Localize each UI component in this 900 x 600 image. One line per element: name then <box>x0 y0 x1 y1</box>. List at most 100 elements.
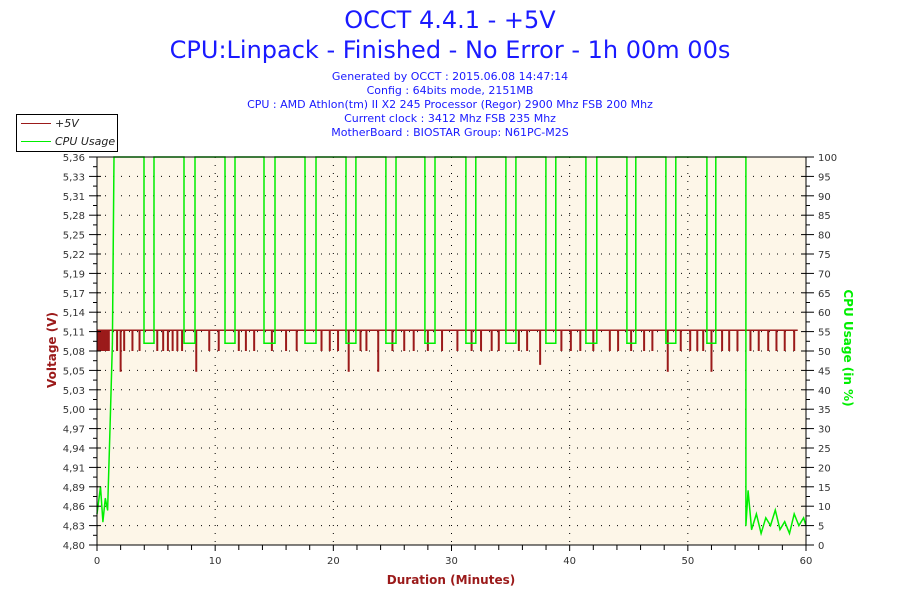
legend-swatch-cpu <box>21 141 51 142</box>
y-tick-label-right: 30 <box>818 425 831 436</box>
y-tick-label-right: 15 <box>818 483 831 494</box>
cpu-usage-point <box>234 342 236 344</box>
cpu-usage-point <box>224 342 226 344</box>
y-tick-label-left: 5,28 <box>63 211 85 222</box>
y-tick-label-left: 5,33 <box>63 172 85 183</box>
y-axis-label-right: CPU Usage (in %) <box>841 289 855 406</box>
legend-item-voltage: +5V <box>17 115 117 132</box>
cpu-usage-point <box>395 342 397 344</box>
legend-swatch-voltage <box>21 123 51 124</box>
y-tick-label-right: 75 <box>818 250 831 261</box>
cpu-usage-point <box>793 513 795 515</box>
y-tick-label-left: 5,25 <box>63 231 85 242</box>
cpu-usage-point <box>626 342 628 344</box>
cpu-usage-point <box>788 532 791 534</box>
x-tick-label: 20 <box>327 556 340 567</box>
cpu-usage-point <box>274 342 276 344</box>
cpu-usage-point <box>315 342 317 344</box>
cpu-usage-point <box>385 342 387 344</box>
info-generated: Generated by OCCT : 2015.06.08 14:47:14 <box>331 70 569 83</box>
y-tick-label-right: 0 <box>818 541 824 552</box>
y-tick-label-right: 55 <box>818 328 831 339</box>
y-tick-label-left: 5,08 <box>63 347 85 358</box>
cpu-usage-point <box>183 342 185 344</box>
legend-item-cpu: CPU Usage <box>17 133 117 150</box>
cpu-usage-point <box>143 342 145 344</box>
y-tick-label-right: 85 <box>818 211 831 222</box>
cpu-usage-line <box>96 156 807 537</box>
legend-label-cpu: CPU Usage <box>55 135 116 148</box>
y-tick-label-left: 5,00 <box>63 405 85 416</box>
cpu-usage-point <box>107 509 109 511</box>
info-cpu: CPU : AMD Athlon(tm) II X2 245 Processor… <box>247 98 653 111</box>
y-tick-label-right: 25 <box>818 444 831 455</box>
voltage-series <box>97 329 798 372</box>
cpu-usage-point <box>555 342 557 344</box>
info-clock: Current clock : 3412 Mhz FSB 235 Mhz <box>344 112 556 125</box>
x-tick-label: 10 <box>209 556 222 567</box>
cpu-usage-point <box>111 342 113 344</box>
y-tick-label-right: 100 <box>818 153 837 164</box>
y-tick-label-left: 5,17 <box>63 289 85 300</box>
y-tick-label-left: 5,31 <box>63 192 85 203</box>
y-tick-label-left: 5,14 <box>63 308 85 319</box>
chart-title: OCCT 4.4.1 - +5V <box>344 6 556 34</box>
y-tick-label-left: 4,86 <box>63 502 85 513</box>
cpu-usage-point <box>505 342 507 344</box>
cpu-usage-point <box>102 521 104 523</box>
plot-area <box>97 157 806 545</box>
y-tick-label-right: 65 <box>818 289 831 300</box>
info-config: Config : 64bits mode, 2151MB <box>366 84 534 97</box>
y-tick-label-right: 10 <box>818 502 831 513</box>
y-tick-label-right: 40 <box>818 386 831 397</box>
y-tick-label-left: 4,80 <box>63 541 85 552</box>
cpu-usage-point <box>104 497 106 500</box>
y-tick-label-left: 4,89 <box>63 483 85 494</box>
y-tick-label-left: 5,22 <box>63 250 85 261</box>
legend-label-voltage: +5V <box>55 117 79 130</box>
cpu-usage-point <box>769 525 772 527</box>
cpu-usage-point <box>515 342 517 344</box>
cpu-usage-point <box>706 342 708 344</box>
y-tick-label-left: 4,94 <box>63 444 85 455</box>
y-tick-label-right: 95 <box>818 172 831 183</box>
cpu-usage-point <box>747 490 749 492</box>
cpu-usage-point <box>434 342 436 344</box>
cpu-usage-point <box>596 342 598 344</box>
y-tick-label-left: 4,83 <box>63 522 85 533</box>
y-tick-label-left: 5,03 <box>63 386 85 397</box>
y-tick-label-right: 20 <box>818 463 831 474</box>
cpu-usage-point <box>263 342 265 344</box>
legend: +5V CPU Usage <box>16 114 118 152</box>
y-tick-label-left: 5,05 <box>63 366 85 377</box>
cpu-usage-point <box>304 342 306 344</box>
cpu-usage-point <box>760 532 762 534</box>
cpu-usage-point <box>355 342 357 344</box>
cpu-usage-point <box>635 342 637 344</box>
info-motherboard: MotherBoard : BIOSTAR Group: N61PC-M2S <box>331 126 569 139</box>
cpu-usage-point <box>784 521 786 523</box>
y-tick-label-right: 35 <box>818 405 831 416</box>
cpu-usage-point <box>585 342 587 344</box>
cpu-usage-point <box>345 342 347 344</box>
cpu-usage-point <box>465 342 467 344</box>
cpu-usage-point <box>765 517 767 519</box>
y-tick-label-left: 5,36 <box>63 153 85 164</box>
cpu-usage-point <box>798 525 800 527</box>
cpu-usage-point <box>109 428 111 430</box>
y-tick-label-right: 5 <box>818 522 824 533</box>
y-tick-label-right: 90 <box>818 192 831 203</box>
cpu-usage-point <box>715 342 717 344</box>
cpu-usage-point <box>665 342 667 344</box>
cpu-usage-point <box>745 525 747 527</box>
x-tick-label: 0 <box>94 556 100 567</box>
cpu-usage-point <box>675 342 677 344</box>
y-tick-label-right: 45 <box>818 366 831 377</box>
x-tick-label: 30 <box>445 556 458 567</box>
x-tick-label: 50 <box>681 556 694 567</box>
x-axis-label: Duration (Minutes) <box>387 573 515 587</box>
cpu-usage-point <box>424 342 426 344</box>
y-tick-label-left: 4,97 <box>63 425 85 436</box>
cpu-usage-point <box>755 513 757 515</box>
